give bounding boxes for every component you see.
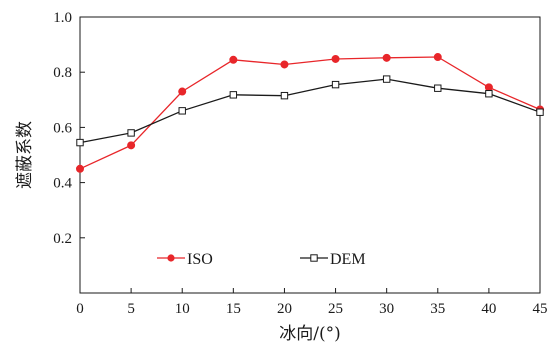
data-point-iso (280, 60, 289, 69)
data-point-iso (127, 141, 136, 150)
y-tick-label: 1.0 (53, 10, 72, 26)
series-line-iso (79, 56, 541, 170)
data-point-dem (434, 84, 442, 92)
x-axis-label: 冰向/(°) (279, 324, 341, 344)
data-point-dem (76, 138, 84, 147)
y-tick-label: 0.8 (53, 65, 72, 81)
x-tick-label: 5 (127, 301, 135, 317)
legend-marker (167, 254, 175, 262)
data-point-iso (484, 83, 493, 92)
data-point-dem (178, 107, 186, 115)
series-dem (76, 75, 544, 147)
x-axis: 0 5 10 15 20 25 30 35 40 45 (76, 288, 548, 317)
legend-label: ISO (187, 251, 213, 268)
data-point-dem (229, 91, 238, 99)
x-tick-label: 30 (379, 301, 394, 317)
x-tick-label: 25 (328, 301, 343, 317)
data-point-dem (536, 108, 544, 116)
data-point-iso (331, 54, 340, 63)
data-point-dem (485, 90, 493, 98)
x-tick-label: 45 (533, 301, 548, 317)
y-tick-label: 0.2 (53, 231, 72, 247)
data-point-dem (127, 129, 135, 137)
data-point-dem (382, 75, 391, 83)
plot-border (79, 16, 541, 294)
plot-frame (79, 16, 541, 294)
legend-item-dem: DEM (300, 251, 366, 268)
x-tick-label: 0 (76, 301, 84, 317)
legend: ISO DEM (157, 251, 366, 268)
legend-label: DEM (330, 251, 366, 268)
data-point-iso (382, 53, 391, 62)
data-point-iso (433, 53, 442, 62)
legend-item-iso: ISO (157, 251, 213, 268)
data-point-iso (229, 55, 238, 64)
data-point-iso (76, 164, 85, 173)
x-tick-label: 10 (175, 301, 190, 317)
y-tick-label: 0.6 (53, 120, 72, 136)
series-iso (76, 53, 545, 173)
x-tick-label: 40 (481, 301, 496, 317)
y-axis-label: 遮蔽系数 (15, 121, 35, 189)
x-tick-label: 20 (277, 301, 292, 317)
data-point-dem (331, 80, 340, 89)
series-layer (76, 53, 545, 173)
x-tick-label: 15 (226, 301, 241, 317)
y-tick-label: 0.4 (53, 176, 72, 192)
legend-marker (310, 254, 318, 262)
y-axis: 0.2 0.4 0.6 0.8 1.0 (53, 10, 85, 247)
data-point-iso (178, 87, 187, 96)
series-line-dem (79, 78, 541, 144)
data-point-dem (280, 91, 289, 100)
x-tick-label: 35 (430, 301, 445, 317)
